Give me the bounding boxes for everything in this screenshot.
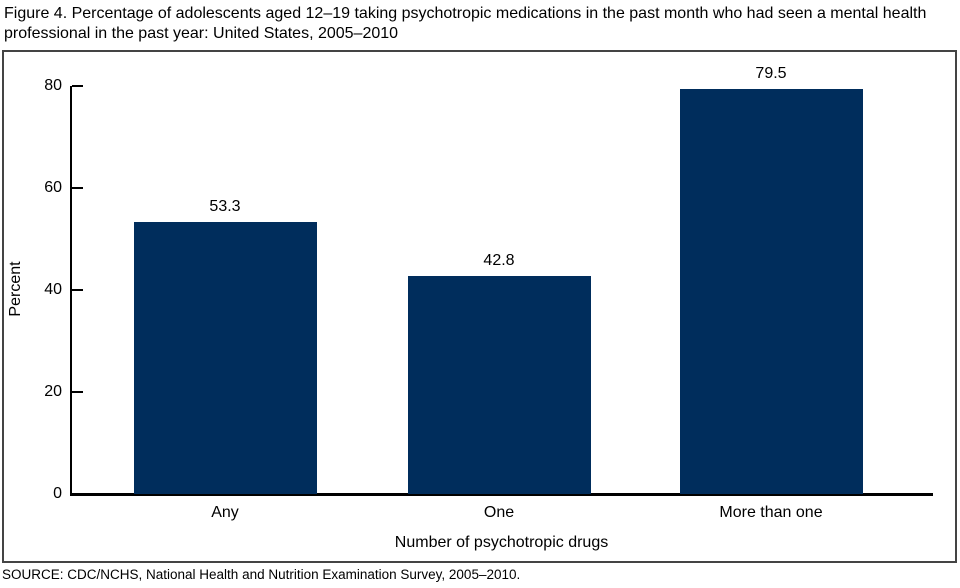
- x-axis-title: Number of psychotropic drugs: [394, 534, 609, 551]
- y-tick-label-40: 40: [44, 281, 62, 298]
- y-tick-label-0: 0: [53, 485, 62, 502]
- x-category-label: Any: [211, 504, 239, 521]
- y-tick-60: [72, 187, 83, 189]
- bar-one: [407, 275, 591, 494]
- bar-any: [133, 222, 317, 494]
- y-axis-line: [70, 86, 72, 496]
- y-tick-label-20: 20: [44, 383, 62, 400]
- bar-value-label: 53.3: [209, 198, 241, 216]
- bar-value-label: 42.8: [483, 251, 515, 269]
- y-axis-title: Percent: [7, 261, 24, 317]
- source-note: SOURCE: CDC/NCHS, National Health and Nu…: [2, 567, 521, 582]
- bar-more-than-one: [679, 88, 863, 494]
- x-category-label: One: [483, 504, 515, 521]
- chart-frame: Percent 0 20 40 60 80 53.3 Any 42.8 One 79.5 More …: [2, 50, 957, 563]
- y-tick-40: [72, 289, 83, 291]
- plot-area: 0 20 40 60 80 53.3 Any 42.8 One 79.5 More than one: [44, 65, 933, 521]
- y-tick-80: [72, 85, 83, 87]
- y-tick-20: [72, 391, 83, 393]
- y-tick-label-80: 80: [44, 77, 62, 94]
- bar-value-label: 79.5: [755, 64, 787, 82]
- x-axis-line: [70, 493, 933, 496]
- figure-title: Figure 4. Percentage of adolescents aged…: [4, 5, 927, 42]
- y-tick-label-60: 60: [44, 179, 62, 196]
- x-category-label: More than one: [719, 504, 823, 521]
